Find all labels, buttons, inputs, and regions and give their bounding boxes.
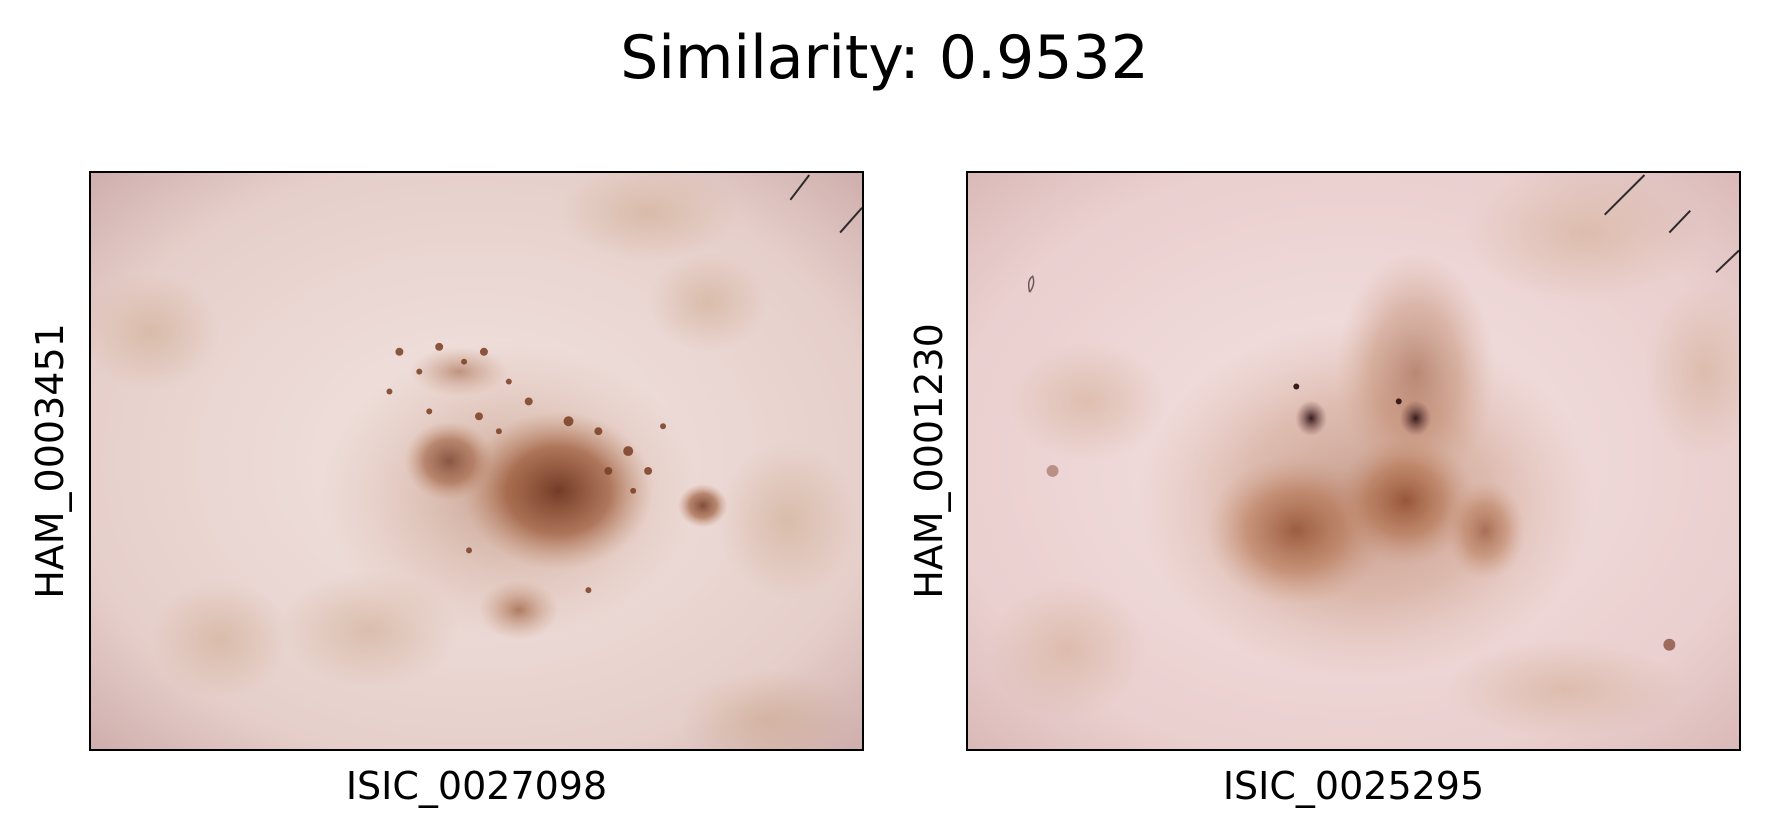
dermoscopy-image-right-art [968, 173, 1739, 749]
dermoscopy-image-right [966, 171, 1741, 751]
dermoscopy-image-left [89, 171, 864, 751]
image-id-label-right: ISIC_0025295 [1222, 764, 1485, 808]
dermoscopy-image-left-art [91, 173, 862, 749]
figure-title: Similarity: 0.9532 [620, 23, 1149, 93]
lesion-id-label-left: HAM_0003451 [28, 323, 72, 599]
image-id-label-left: ISIC_0027098 [345, 764, 608, 808]
lesion-id-label-right: HAM_0001230 [907, 323, 951, 599]
